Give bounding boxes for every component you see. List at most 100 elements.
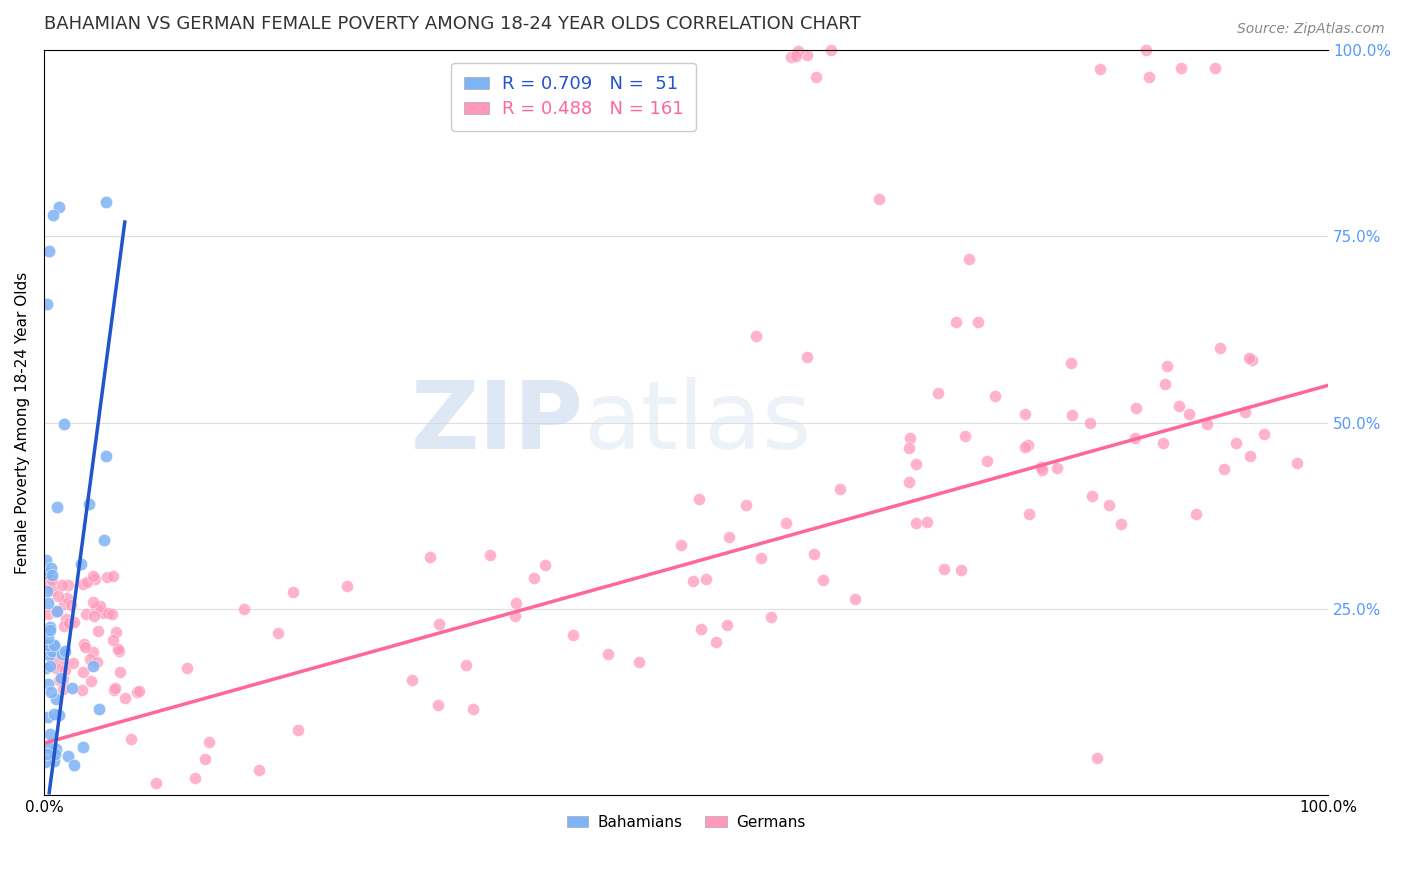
Point [39, 561, 62, 575]
Point [69, 557, 91, 571]
Point [145, 776, 167, 790]
Point [1233, 404, 1256, 418]
Point [1097, 498, 1119, 512]
Point [37, 584, 59, 599]
Point [562, 628, 585, 642]
Point [45, 604, 67, 618]
Point [37, 677, 59, 691]
Point [100, 607, 122, 621]
Point [52, 682, 75, 697]
Point [904, 516, 927, 530]
Point [48, 200, 70, 214]
Point [41, 644, 63, 658]
Point [103, 682, 125, 697]
Point [704, 635, 727, 649]
Point [35, 297, 58, 311]
Point [751, 550, 773, 565]
Point [419, 549, 441, 564]
Point [945, 315, 967, 329]
Point [957, 252, 980, 266]
Point [775, 516, 797, 530]
Point [38, 658, 60, 673]
Point [1204, 62, 1226, 76]
Point [745, 329, 768, 343]
Point [55, 591, 77, 605]
Point [671, 538, 693, 552]
Point [176, 661, 198, 675]
Point [1195, 417, 1218, 431]
Point [1156, 359, 1178, 373]
Point [42, 650, 65, 665]
Point [1154, 377, 1177, 392]
Point [247, 763, 270, 777]
Point [598, 647, 620, 661]
Point [37, 596, 59, 610]
Point [82, 595, 104, 609]
Point [336, 579, 359, 593]
Point [41, 208, 63, 222]
Point [932, 562, 955, 576]
Point [232, 601, 254, 615]
Point [976, 454, 998, 468]
Point [461, 702, 484, 716]
Point [1213, 462, 1236, 476]
Point [682, 574, 704, 588]
Point [42, 638, 65, 652]
Point [82, 659, 104, 673]
Point [1060, 356, 1083, 370]
Point [89, 599, 111, 613]
Point [1062, 408, 1084, 422]
Point [96, 570, 118, 584]
Point [35, 661, 58, 675]
Point [63, 615, 86, 630]
Point [690, 622, 713, 636]
Point [523, 571, 546, 585]
Point [79, 652, 101, 666]
Point [42, 754, 65, 768]
Point [93, 533, 115, 548]
Point [53, 598, 76, 612]
Point [60, 598, 83, 612]
Point [42, 638, 65, 652]
Text: Source: ZipAtlas.com: Source: ZipAtlas.com [1237, 22, 1385, 37]
Point [72, 683, 94, 698]
Point [75, 607, 97, 621]
Point [73, 637, 96, 651]
Point [108, 665, 131, 679]
Point [45, 605, 67, 619]
Point [1078, 416, 1101, 430]
Point [114, 690, 136, 705]
Point [84, 572, 107, 586]
Point [949, 563, 972, 577]
Point [1152, 436, 1174, 450]
Point [868, 192, 890, 206]
Point [103, 568, 125, 582]
Point [1045, 461, 1067, 475]
Point [45, 661, 67, 675]
Point [97, 606, 120, 620]
Point [84, 601, 107, 615]
Point [104, 681, 127, 695]
Point [44, 741, 66, 756]
Point [37, 638, 59, 652]
Point [39, 624, 62, 638]
Point [42, 706, 65, 721]
Point [48, 673, 70, 687]
Point [72, 665, 94, 679]
Point [72, 577, 94, 591]
Point [34, 755, 56, 769]
Point [534, 558, 557, 572]
Point [38, 577, 60, 591]
Point [716, 618, 738, 632]
Point [897, 441, 920, 455]
Point [87, 702, 110, 716]
Point [51, 647, 73, 661]
Point [688, 491, 710, 506]
Point [48, 589, 70, 603]
Point [58, 616, 80, 631]
Point [41, 582, 63, 597]
Point [77, 497, 100, 511]
Point [198, 735, 221, 749]
Point [38, 648, 60, 662]
Point [759, 610, 782, 624]
